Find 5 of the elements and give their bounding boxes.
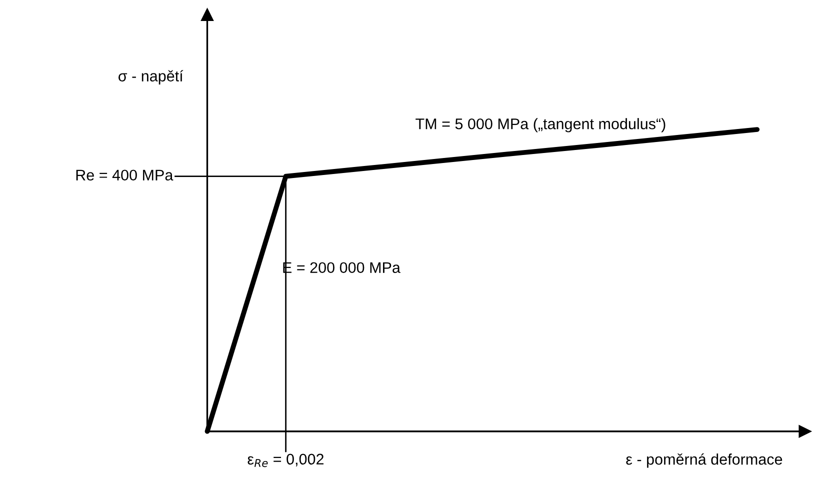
text: ε - poměrná deformace (626, 453, 782, 468)
annotation: TM = 5 000 MPa („tangent modulus“) (416, 118, 666, 132)
text: Re = 400 MPa (76, 170, 174, 181)
text: ε$_{Re}$ = 0,002 (248, 454, 324, 468)
text: σ - napětí (118, 70, 184, 84)
